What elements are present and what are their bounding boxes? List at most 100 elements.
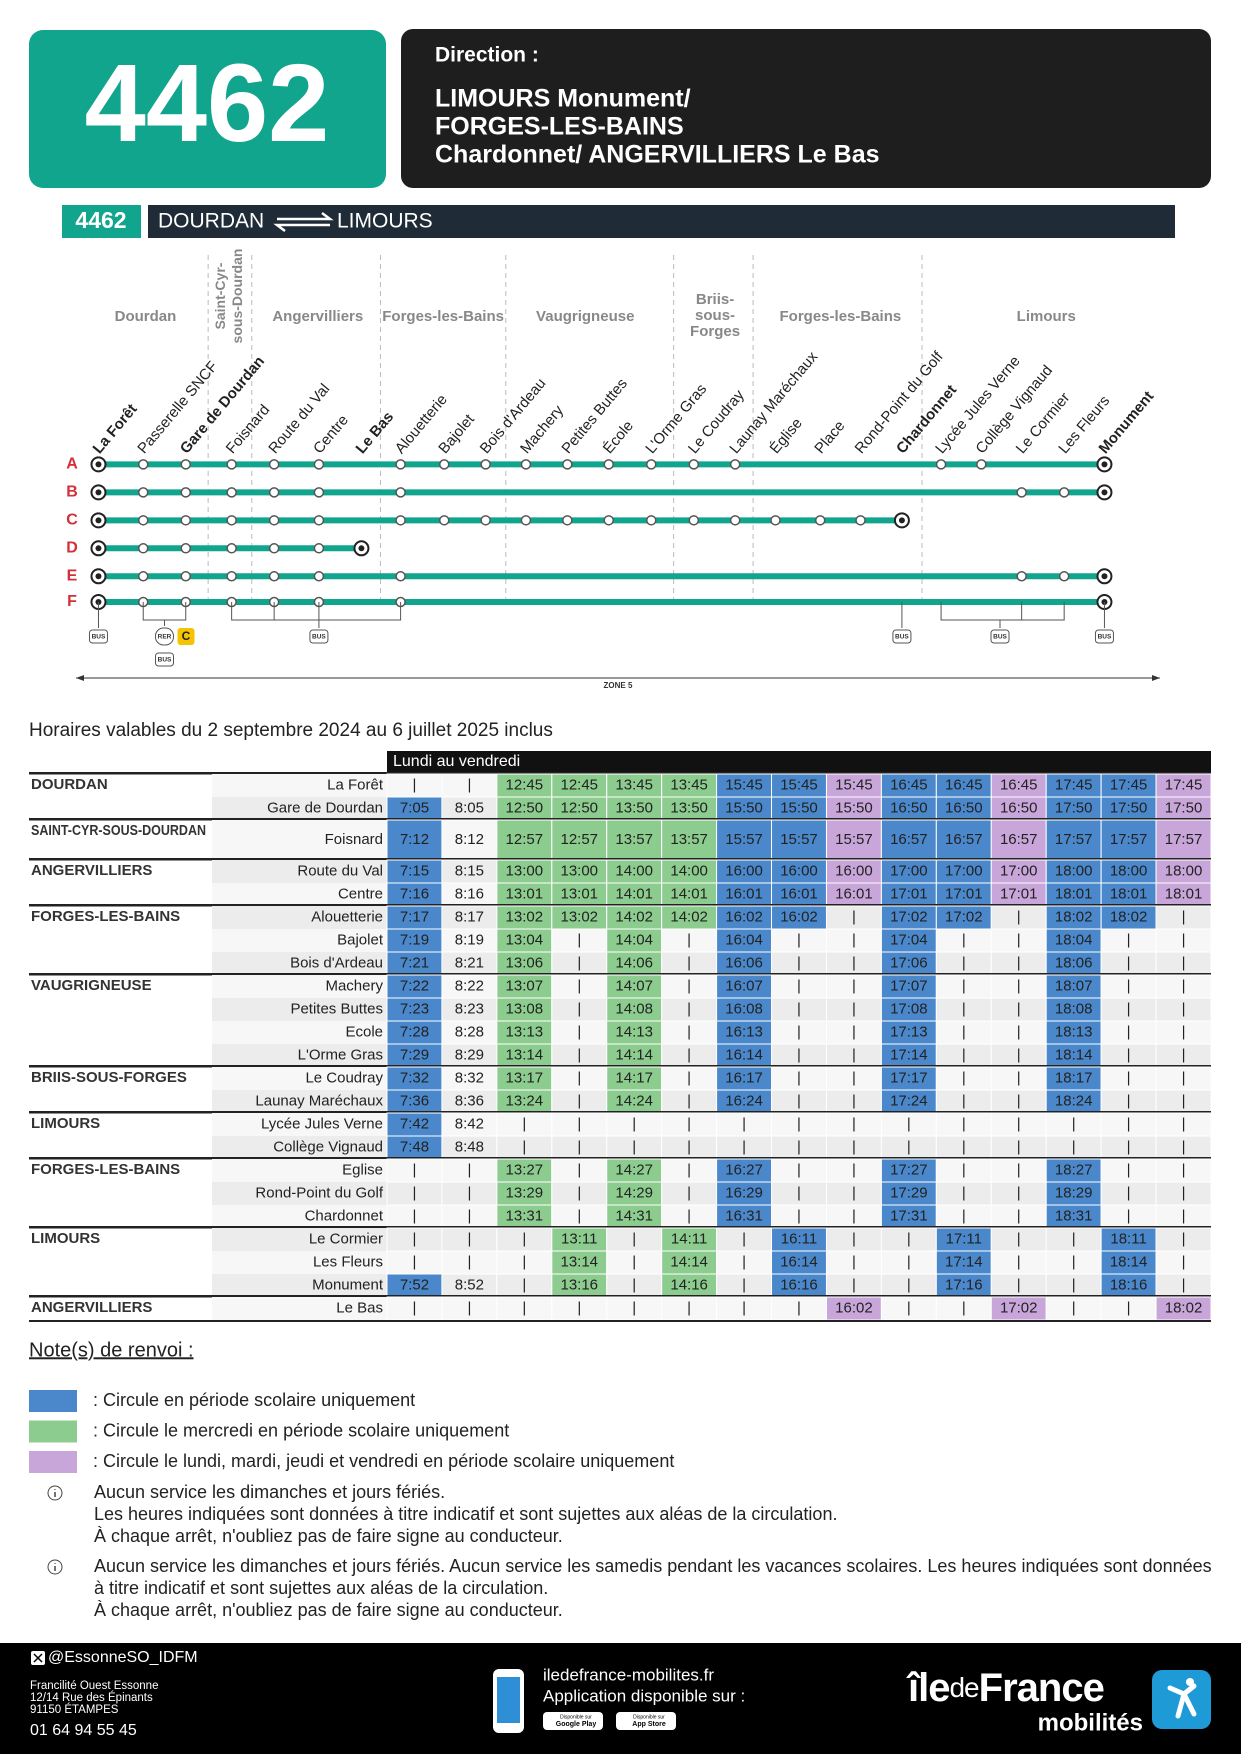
time: 8:17 bbox=[455, 908, 484, 925]
time: | bbox=[522, 1276, 526, 1293]
stop-dot bbox=[395, 571, 406, 582]
time: 17:14 bbox=[945, 1253, 983, 1270]
commune-name: VAUGRIGNEUSE bbox=[31, 977, 152, 994]
time: | bbox=[1127, 1138, 1131, 1155]
stop-dot bbox=[1058, 487, 1070, 498]
time: | bbox=[852, 1253, 856, 1270]
time: 18:11 bbox=[1110, 1230, 1146, 1247]
time: | bbox=[852, 1115, 856, 1132]
time: 16:31 bbox=[725, 1207, 763, 1224]
time: | bbox=[687, 1184, 691, 1201]
time: | bbox=[413, 1161, 417, 1178]
time: | bbox=[962, 1138, 966, 1155]
time: | bbox=[1182, 1092, 1186, 1109]
time: | bbox=[852, 954, 856, 971]
time: 13:00 bbox=[506, 862, 544, 879]
time: 15:45 bbox=[725, 776, 763, 793]
time: | bbox=[742, 1115, 746, 1132]
branch-letter: E bbox=[67, 568, 78, 585]
time: 18:01 bbox=[1165, 885, 1203, 902]
time: | bbox=[1072, 1230, 1076, 1247]
time: 16:57 bbox=[1000, 831, 1038, 848]
time: | bbox=[852, 1276, 856, 1293]
time: | bbox=[1017, 1230, 1021, 1247]
time: | bbox=[1127, 1299, 1131, 1316]
time: 17:08 bbox=[890, 1000, 928, 1017]
logo: îledeFrance bbox=[906, 1666, 1104, 1710]
time: | bbox=[1182, 1069, 1186, 1086]
time: | bbox=[852, 1138, 856, 1155]
route-from: DOURDAN bbox=[158, 210, 264, 233]
connector bbox=[940, 602, 1065, 628]
stop-name: Bois d'Ardeau bbox=[290, 954, 383, 971]
time-cell bbox=[716, 819, 773, 861]
stop-dot bbox=[180, 487, 192, 498]
time: | bbox=[962, 1046, 966, 1063]
time: | bbox=[1072, 1253, 1076, 1270]
table-bottom bbox=[29, 1320, 1211, 1322]
time: 17:13 bbox=[890, 1023, 928, 1040]
time: 16:24 bbox=[725, 1092, 763, 1109]
stop-name: Collège Vignaud bbox=[273, 1138, 383, 1155]
time: | bbox=[577, 1046, 581, 1063]
time: | bbox=[413, 776, 417, 793]
commune-name: DOURDAN bbox=[31, 776, 108, 793]
time: 14:24 bbox=[615, 1092, 653, 1109]
time: | bbox=[1017, 1000, 1021, 1017]
stop-cell bbox=[212, 1090, 387, 1113]
time: 16:45 bbox=[1000, 776, 1038, 793]
stop-label: École bbox=[600, 417, 637, 457]
bus-label: BUS bbox=[895, 634, 909, 641]
time: 18:14 bbox=[1055, 1046, 1093, 1063]
stop-name: Monument bbox=[312, 1276, 384, 1293]
time: 16:57 bbox=[945, 831, 983, 848]
time: 13:11 bbox=[561, 1230, 597, 1247]
time: | bbox=[687, 1000, 691, 1017]
time: | bbox=[797, 1023, 801, 1040]
time: | bbox=[907, 1299, 911, 1316]
bus-label: BUS bbox=[312, 634, 326, 641]
time: | bbox=[467, 1161, 471, 1178]
x-icon-mark bbox=[33, 1653, 43, 1663]
legend-swatch bbox=[29, 1390, 77, 1412]
time: 14:11 bbox=[671, 1230, 707, 1247]
time: 13:45 bbox=[670, 776, 708, 793]
time: 18:02 bbox=[1110, 908, 1148, 925]
stop-cell bbox=[212, 1113, 387, 1136]
route-badge bbox=[62, 205, 141, 238]
time: | bbox=[687, 1161, 691, 1178]
stop-name: Centre bbox=[338, 885, 383, 902]
time: | bbox=[467, 1230, 471, 1247]
time-cell bbox=[1155, 819, 1212, 861]
time: | bbox=[1017, 1046, 1021, 1063]
time: 14:01 bbox=[615, 885, 653, 902]
time: | bbox=[1182, 1115, 1186, 1132]
time-cell bbox=[990, 819, 1047, 861]
time: 14:13 bbox=[615, 1023, 653, 1040]
legend-swatch bbox=[29, 1420, 77, 1443]
time: 8:21 bbox=[455, 954, 484, 971]
time: 17:04 bbox=[890, 931, 928, 948]
time: | bbox=[742, 1299, 746, 1316]
time: 17:00 bbox=[945, 862, 983, 879]
info-text: À chaque arrêt, n'oubliez pas de faire s… bbox=[94, 1600, 563, 1620]
time: 16:02 bbox=[780, 908, 818, 925]
time: 16:02 bbox=[725, 908, 763, 925]
store-name: App Store bbox=[632, 1721, 666, 1728]
time: 16:01 bbox=[835, 885, 873, 902]
stop-dot bbox=[395, 515, 406, 526]
time: | bbox=[1182, 1230, 1186, 1247]
time: | bbox=[577, 1023, 581, 1040]
time: | bbox=[1072, 1115, 1076, 1132]
branch-letter: A bbox=[66, 456, 78, 473]
time: | bbox=[907, 1138, 911, 1155]
time: 8:19 bbox=[455, 931, 484, 948]
store-badge bbox=[616, 1712, 676, 1730]
time: | bbox=[742, 1138, 746, 1155]
notes-title: Note(s) de renvoi : bbox=[29, 1339, 194, 1361]
time: 13:31 bbox=[506, 1207, 544, 1224]
commune-label: sous-Dourdan bbox=[229, 249, 245, 344]
stop-cell bbox=[212, 929, 387, 952]
stop-dot bbox=[520, 459, 532, 470]
time: 14:01 bbox=[670, 885, 708, 902]
